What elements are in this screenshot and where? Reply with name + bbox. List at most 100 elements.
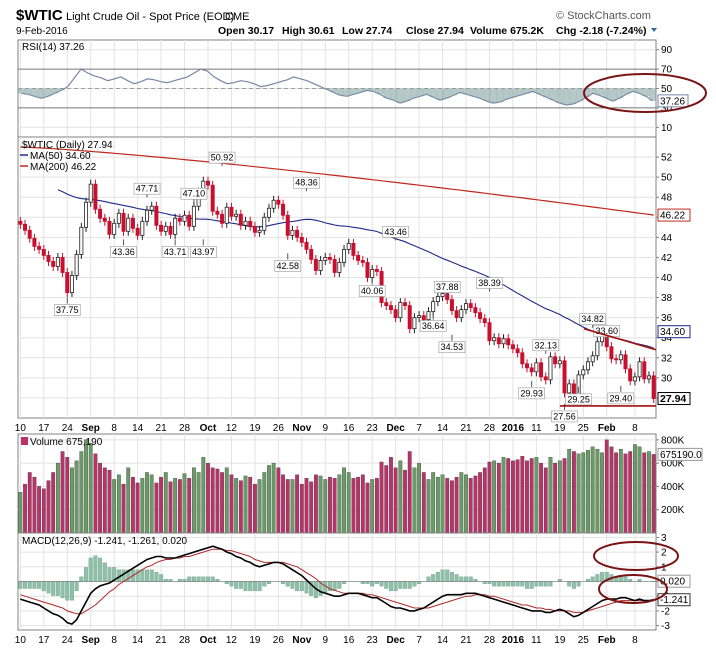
candle-body <box>374 269 379 272</box>
candle-body <box>515 348 520 354</box>
volume-bar <box>553 462 558 534</box>
volume-bar <box>435 476 440 534</box>
volume-bar <box>238 480 243 534</box>
price-tick-label: 34 <box>661 333 673 344</box>
price-annotation: 33.60 <box>595 326 618 336</box>
volume-bar <box>548 457 553 534</box>
annotation-box <box>476 277 503 289</box>
dropdown-arrow-icon[interactable] <box>651 28 657 32</box>
macd-histogram-bar <box>388 581 393 592</box>
candle-body <box>618 354 623 361</box>
candle-body <box>257 229 262 233</box>
quote-label: Close <box>406 25 438 37</box>
x-tick-label: Sep <box>82 635 100 646</box>
volume-bar <box>506 458 511 534</box>
macd-histogram-bar <box>435 571 440 582</box>
candle-body <box>210 184 215 212</box>
price-annotation: 43.97 <box>192 247 215 257</box>
candle-body <box>243 220 248 226</box>
annotation-box <box>208 151 236 164</box>
price-x-axis: 10 17 24 Sep 8 14 21 28 Oct 12 19 26 Nov 9 16 23 Dec 7 14 2… <box>15 423 638 434</box>
volume-bar <box>112 479 117 534</box>
macd-histogram-bar <box>74 581 79 592</box>
x-tick-label: 10 <box>15 635 27 646</box>
volume-bar <box>440 474 445 534</box>
candle-body <box>224 206 229 224</box>
rsi-shade-bar <box>496 88 504 103</box>
x-tick-label: Nov <box>292 635 311 646</box>
volume-bar <box>557 460 562 534</box>
macd-tick-label: -3 <box>661 621 670 632</box>
macd-histogram-bar <box>623 576 628 582</box>
candle-body <box>581 369 586 376</box>
candle-body <box>32 237 37 247</box>
annotation-box <box>293 176 320 189</box>
last-close-value-box <box>657 392 691 406</box>
rsi-shade-bar <box>18 88 25 94</box>
x-tick-label: 21 <box>460 423 472 434</box>
chart-date: 9-Feb-2016 <box>16 26 68 37</box>
candle-body <box>449 299 454 312</box>
volume-bar <box>618 448 623 534</box>
rsi-shade-bar <box>390 88 398 101</box>
volume-bar <box>206 462 210 534</box>
volume-bar <box>496 462 501 534</box>
candle-body <box>93 183 98 210</box>
candle-body <box>51 261 56 267</box>
macd-histogram-bar <box>567 581 572 587</box>
volume-bar <box>257 479 262 534</box>
macd-tick-label: -2 <box>661 606 670 617</box>
quote-value: 30.61 <box>308 25 334 37</box>
volume-bar <box>192 467 196 534</box>
rsi-shade-bar <box>543 88 550 98</box>
candle-body <box>102 217 107 222</box>
annotation-box <box>532 339 560 352</box>
x-tick-label: 16 <box>343 635 355 646</box>
candle-body <box>248 220 253 227</box>
macd-histogram-bar <box>18 581 23 589</box>
candle-body <box>220 213 225 224</box>
volume-bar <box>590 446 595 534</box>
volume-bar <box>243 475 248 534</box>
x-tick-label: 14 <box>132 635 144 646</box>
price-annotation: 42.58 <box>276 261 299 271</box>
x-tick-label: 21 <box>156 635 168 646</box>
x-tick-label: 24 <box>62 635 74 646</box>
candle-body <box>229 206 234 217</box>
rsi-shade-bar <box>642 88 650 97</box>
volume-bar <box>534 457 539 534</box>
x-tick-label: 9 <box>322 423 328 434</box>
macd-histogram-bar <box>41 581 46 592</box>
macd-histogram-bar <box>487 581 492 585</box>
volume-bar <box>271 462 276 534</box>
macd-histogram-bar <box>281 581 286 585</box>
candle-body <box>154 205 159 226</box>
candle-body <box>464 303 469 311</box>
candle-body <box>304 241 309 250</box>
volume-bar <box>478 472 482 534</box>
macd-histogram-bar <box>496 581 501 587</box>
candle-body <box>590 355 595 363</box>
volume-bar <box>595 448 600 534</box>
candle-body <box>37 245 42 250</box>
x-tick-label: 19 <box>554 635 566 646</box>
price-annotation: 37.75 <box>56 305 79 315</box>
candle-body <box>121 212 126 232</box>
macd-histogram-bar <box>548 581 553 587</box>
volume-bar <box>65 457 70 534</box>
volume-last-value: 675190.0 <box>660 450 702 461</box>
macd-histogram-bar <box>571 581 576 589</box>
volume-tick-label: 400K <box>661 482 685 493</box>
rsi-shade-bar <box>410 88 418 99</box>
rsi-shade-bar <box>536 88 544 95</box>
volume-bar <box>450 480 454 534</box>
macd-histogram-bar <box>93 555 98 582</box>
macd-histogram-bar <box>426 576 431 582</box>
macd-x-axis: 10 17 24 Sep 8 14 21 28 Oct 12 19 26 Nov 9 16 23 Dec 7 14 2… <box>15 635 638 646</box>
macd-histogram-bar <box>398 581 403 589</box>
volume-bar <box>529 458 534 534</box>
candle-body <box>553 356 558 365</box>
x-tick-label: 28 <box>179 423 191 434</box>
volume-bar <box>356 476 361 534</box>
volume-bar <box>342 467 346 534</box>
